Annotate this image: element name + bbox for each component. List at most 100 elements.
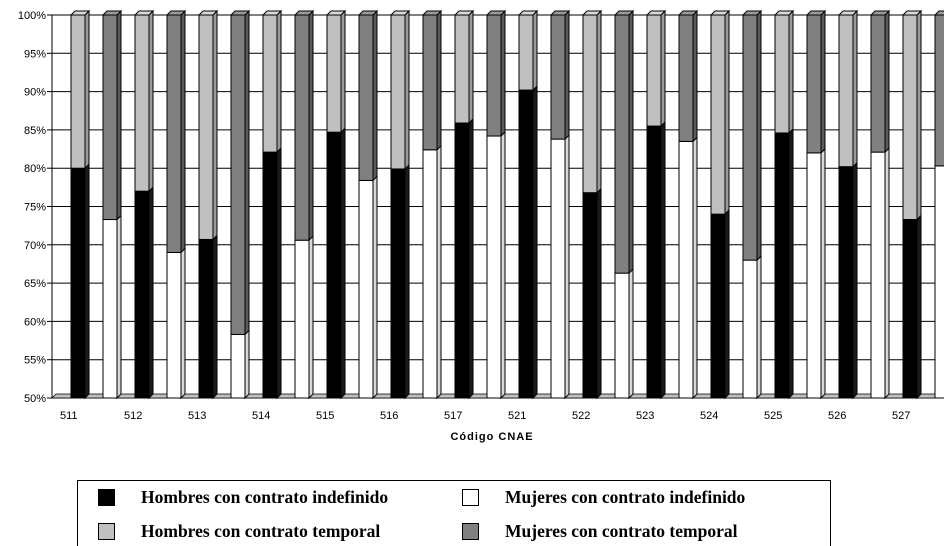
legend-swatch-mujeres-temporal: [462, 523, 479, 540]
bar-indefinido-525-M: [806, 152, 822, 399]
bar-indefinido-516-M-side: [436, 144, 442, 400]
bar-top-524-M: [741, 10, 763, 16]
bar-temporal-521-H: [518, 14, 534, 91]
x-tick-label: 526: [828, 410, 846, 422]
bar-temporal-521-H-side: [532, 9, 538, 92]
bar-indefinido-514-H-side: [276, 146, 282, 400]
bar-indefinido-525-H: [774, 132, 790, 399]
bar-temporal-517-H-side: [468, 9, 474, 125]
bar-indefinido-514-M-side: [308, 234, 314, 400]
bar-temporal-525-M-side: [820, 9, 826, 155]
bar-indefinido-513-M-side: [244, 329, 250, 400]
bar-temporal-526-M: [870, 14, 886, 153]
bar-indefinido-526-H: [838, 166, 854, 399]
bar-temporal-524-H-side: [724, 9, 730, 216]
bar-indefinido-514-H: [262, 151, 278, 399]
bar-indefinido-523-H: [646, 125, 662, 399]
bar-temporal-515-M-side: [372, 9, 378, 182]
bar-indefinido-512-H-side: [148, 185, 154, 400]
bar-top-517-H: [453, 10, 475, 16]
bar-temporal-517-M-side: [500, 9, 506, 138]
bar-top-522-H: [581, 10, 603, 16]
legend-item-mujeres-indefinido: Mujeres con contrato indefinido: [462, 487, 745, 508]
bar-temporal-524-H: [710, 14, 726, 215]
bar-indefinido-525-M-side: [820, 147, 826, 400]
x-tick-label: 525: [764, 410, 782, 422]
bar-temporal-514-H-side: [276, 9, 282, 154]
legend-item-hombres-temporal: Hombres con contrato temporal: [98, 521, 380, 542]
x-tick-label: 527: [892, 410, 910, 422]
bar-indefinido-513-H: [198, 238, 214, 399]
bar-temporal-524-M-side: [756, 9, 762, 262]
bar-indefinido-512-M: [166, 251, 182, 399]
bar-top-523-H: [645, 10, 667, 16]
bar-indefinido-523-H-side: [660, 120, 666, 400]
bar-temporal-522-H-side: [596, 9, 602, 194]
x-axis-label: Código CNAE: [450, 431, 533, 443]
bar-top-515-M: [357, 10, 379, 16]
bar-indefinido-511-M: [102, 219, 118, 399]
bar-indefinido-516-M: [422, 149, 438, 399]
bar-indefinido-517-H: [454, 122, 470, 399]
bar-temporal-515-M: [358, 14, 374, 181]
bar-top-521-M: [549, 10, 571, 16]
bar-indefinido-527-H-side: [916, 214, 922, 400]
bar-indefinido-524-M: [742, 259, 758, 399]
bar-indefinido-524-H-side: [724, 208, 730, 400]
x-axis-ticks: 511 512 513 514 515 516 517 521 522 523 524 525 526 5…: [60, 410, 910, 422]
x-tick-label: 522: [572, 410, 590, 422]
bar-indefinido-514-M: [294, 239, 310, 399]
bar-temporal-527-H: [902, 14, 918, 221]
x-tick-label: 511: [60, 410, 78, 422]
bar-temporal-511-M: [102, 14, 118, 221]
bar-indefinido-525-H-side: [788, 127, 794, 400]
x-tick-label: 524: [700, 410, 718, 422]
bar-temporal-523-H: [646, 14, 662, 127]
bar-temporal-517-M: [486, 14, 502, 137]
bar-top-512-H: [133, 10, 155, 16]
bar-temporal-512-H-side: [148, 9, 154, 193]
y-tick-label: 80%: [24, 163, 46, 175]
bar-temporal-513-M-side: [244, 9, 250, 336]
bar-indefinido-523-M: [678, 140, 694, 399]
bar-indefinido-517-M: [486, 135, 502, 399]
bar-indefinido-511-H: [70, 167, 86, 399]
bar-top-527-H: [901, 10, 923, 16]
legend-item-hombres-indefinido: Hombres con contrato indefinido: [98, 487, 388, 508]
bar-temporal-513-H: [198, 14, 214, 240]
bar-top-513-M: [229, 10, 251, 16]
bar-indefinido-511-H-side: [84, 162, 90, 400]
bar-temporal-523-M-side: [692, 9, 698, 143]
bar-temporal-514-M: [294, 14, 310, 241]
y-tick-label: 90%: [24, 87, 46, 99]
x-tick-label: 523: [636, 410, 654, 422]
y-tick-label: 65%: [24, 278, 46, 290]
bar-temporal-513-H-side: [212, 9, 218, 241]
bar-temporal-511-H: [70, 14, 86, 169]
bar-indefinido-515-H: [326, 131, 342, 399]
y-tick-label: 95%: [24, 48, 46, 60]
bar-top-513-H: [197, 10, 219, 16]
bar-temporal-522-M-side: [628, 9, 634, 275]
legend-label-mujeres-indefinido: Mujeres con contrato indefinido: [505, 487, 746, 507]
bar-top-511-H: [69, 10, 91, 16]
bar-temporal-525-H: [774, 14, 790, 134]
bar-temporal-525-M: [806, 14, 822, 154]
bar-indefinido-515-M-side: [372, 175, 378, 400]
bar-top-516-H: [389, 10, 411, 16]
x-tick-label: 513: [188, 410, 206, 422]
bar-temporal-521-M-side: [564, 9, 570, 141]
bar-temporal-512-H: [134, 14, 150, 192]
bar-indefinido-524-H: [710, 213, 726, 399]
legend-label-hombres-indefinido: Hombres con contrato indefinido: [141, 487, 389, 507]
y-tick-label: 70%: [24, 240, 46, 252]
bar-indefinido-524-M-side: [756, 254, 762, 400]
x-tick-label: 516: [380, 410, 398, 422]
x-tick-label: 515: [316, 410, 334, 422]
bar-top-516-M: [421, 10, 443, 16]
bar-temporal-516-M-side: [436, 9, 442, 152]
bar-indefinido-522-H: [582, 192, 598, 399]
stacked-percent-bar-chart: 50%55%60%65%70%75%80%85%90%95%100% 511 51…: [18, 9, 944, 443]
bar-temporal-517-H: [454, 14, 470, 124]
bar-indefinido-523-M-side: [692, 136, 698, 400]
